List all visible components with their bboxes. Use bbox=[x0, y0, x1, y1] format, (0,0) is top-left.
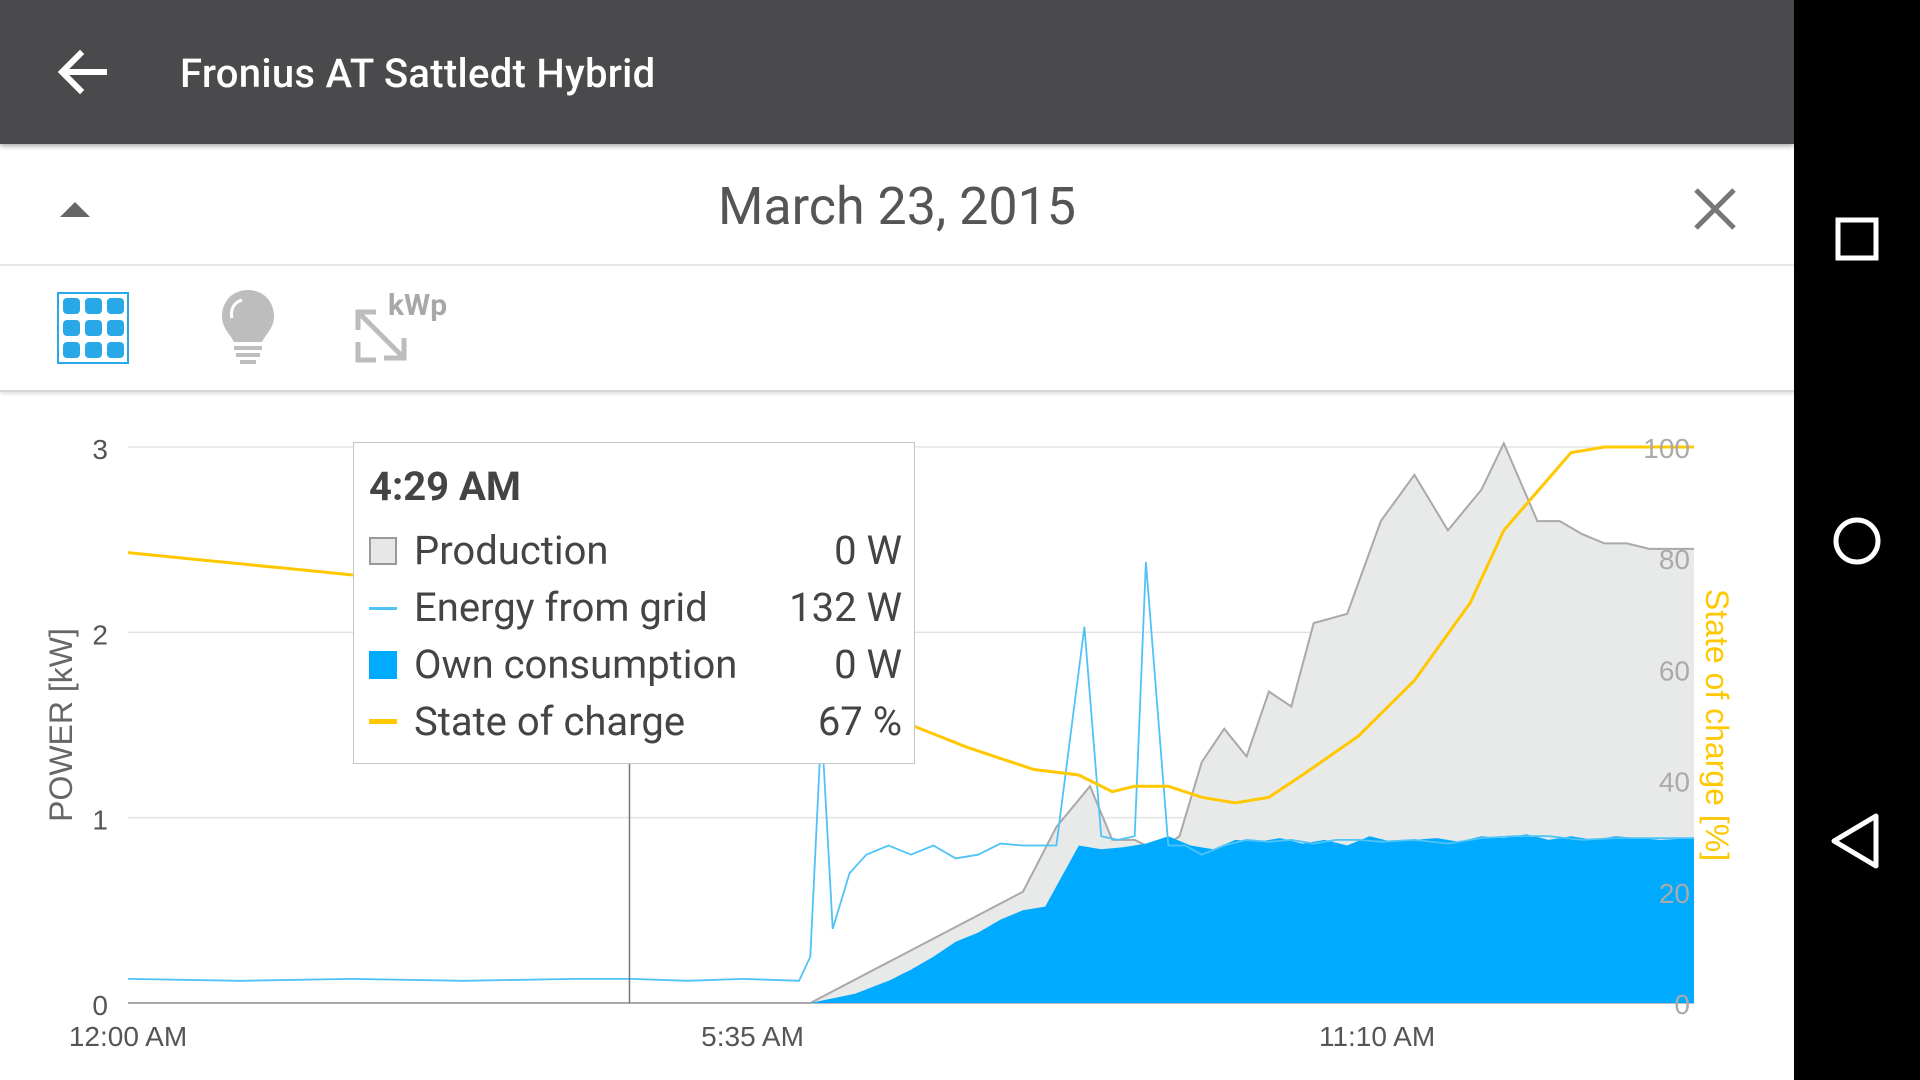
triangle-back-icon[interactable] bbox=[1826, 810, 1888, 872]
y2-tick-label: 20 bbox=[1659, 878, 1690, 909]
y2-tick-label: 0 bbox=[1674, 989, 1690, 1020]
y-tick-label: 2 bbox=[92, 619, 108, 650]
y-tick-label: 0 bbox=[92, 990, 108, 1021]
kwp-scale-icon[interactable] bbox=[352, 306, 408, 364]
collapse-triangle-icon[interactable] bbox=[58, 199, 92, 221]
close-icon[interactable] bbox=[1690, 184, 1740, 234]
tooltip-row-production: Production 0 W bbox=[354, 527, 916, 577]
x-tick-label: 5:35 AM bbox=[701, 1021, 804, 1052]
tooltip-row-state-of-charge: State of charge 67 % bbox=[354, 698, 916, 748]
tooltip-row-own-consumption: Own consumption 0 W bbox=[354, 641, 916, 691]
y-tick-label: 1 bbox=[92, 805, 108, 836]
y2-tick-label: 60 bbox=[1659, 655, 1690, 686]
y2-axis-title: State of charge [%] bbox=[1699, 589, 1735, 861]
grid-legend-swatch bbox=[369, 607, 397, 610]
y2-tick-label: 80 bbox=[1659, 544, 1690, 575]
series-energy-from-grid-line bbox=[127, 561, 1694, 982]
date-label[interactable]: March 23, 2015 bbox=[717, 176, 1077, 237]
y-tick-label: 3 bbox=[92, 434, 108, 465]
y2-tick-label: 40 bbox=[1659, 767, 1690, 798]
x-tick-label: 11:10 AM bbox=[1319, 1021, 1435, 1052]
chart-tooltip: 4:29 AM Production 0 W Energy from grid … bbox=[353, 442, 915, 764]
solar-panel-icon[interactable] bbox=[57, 292, 129, 364]
light-bulb-icon[interactable] bbox=[220, 288, 276, 368]
series-own-consumption-area bbox=[128, 834, 1694, 1003]
back-arrow-icon[interactable] bbox=[52, 42, 112, 102]
date-bar: March 23, 2015 bbox=[0, 144, 1794, 266]
app-title: Fronius AT Sattledt Hybrid bbox=[180, 50, 656, 97]
production-legend-swatch bbox=[369, 537, 397, 565]
y-axis-title: POWER [kW] bbox=[43, 628, 79, 822]
tooltip-row-grid: Energy from grid 132 W bbox=[354, 584, 916, 634]
app-bar: Fronius AT Sattledt Hybrid bbox=[0, 0, 1794, 144]
tooltip-time: 4:29 AM bbox=[369, 463, 521, 510]
series-production-line bbox=[128, 440, 1694, 1004]
y2-tick-label: 100 bbox=[1643, 433, 1690, 464]
soc-legend-swatch bbox=[369, 719, 397, 724]
view-icon-bar: kWp bbox=[0, 266, 1794, 392]
square-recents-icon[interactable] bbox=[1826, 208, 1888, 270]
kwp-label: kWp bbox=[388, 288, 448, 323]
x-tick-label: 12:00 AM bbox=[69, 1021, 187, 1052]
system-nav-bar bbox=[1794, 0, 1920, 1080]
circle-home-icon[interactable] bbox=[1826, 510, 1888, 572]
own-consumption-legend-swatch bbox=[369, 651, 397, 679]
